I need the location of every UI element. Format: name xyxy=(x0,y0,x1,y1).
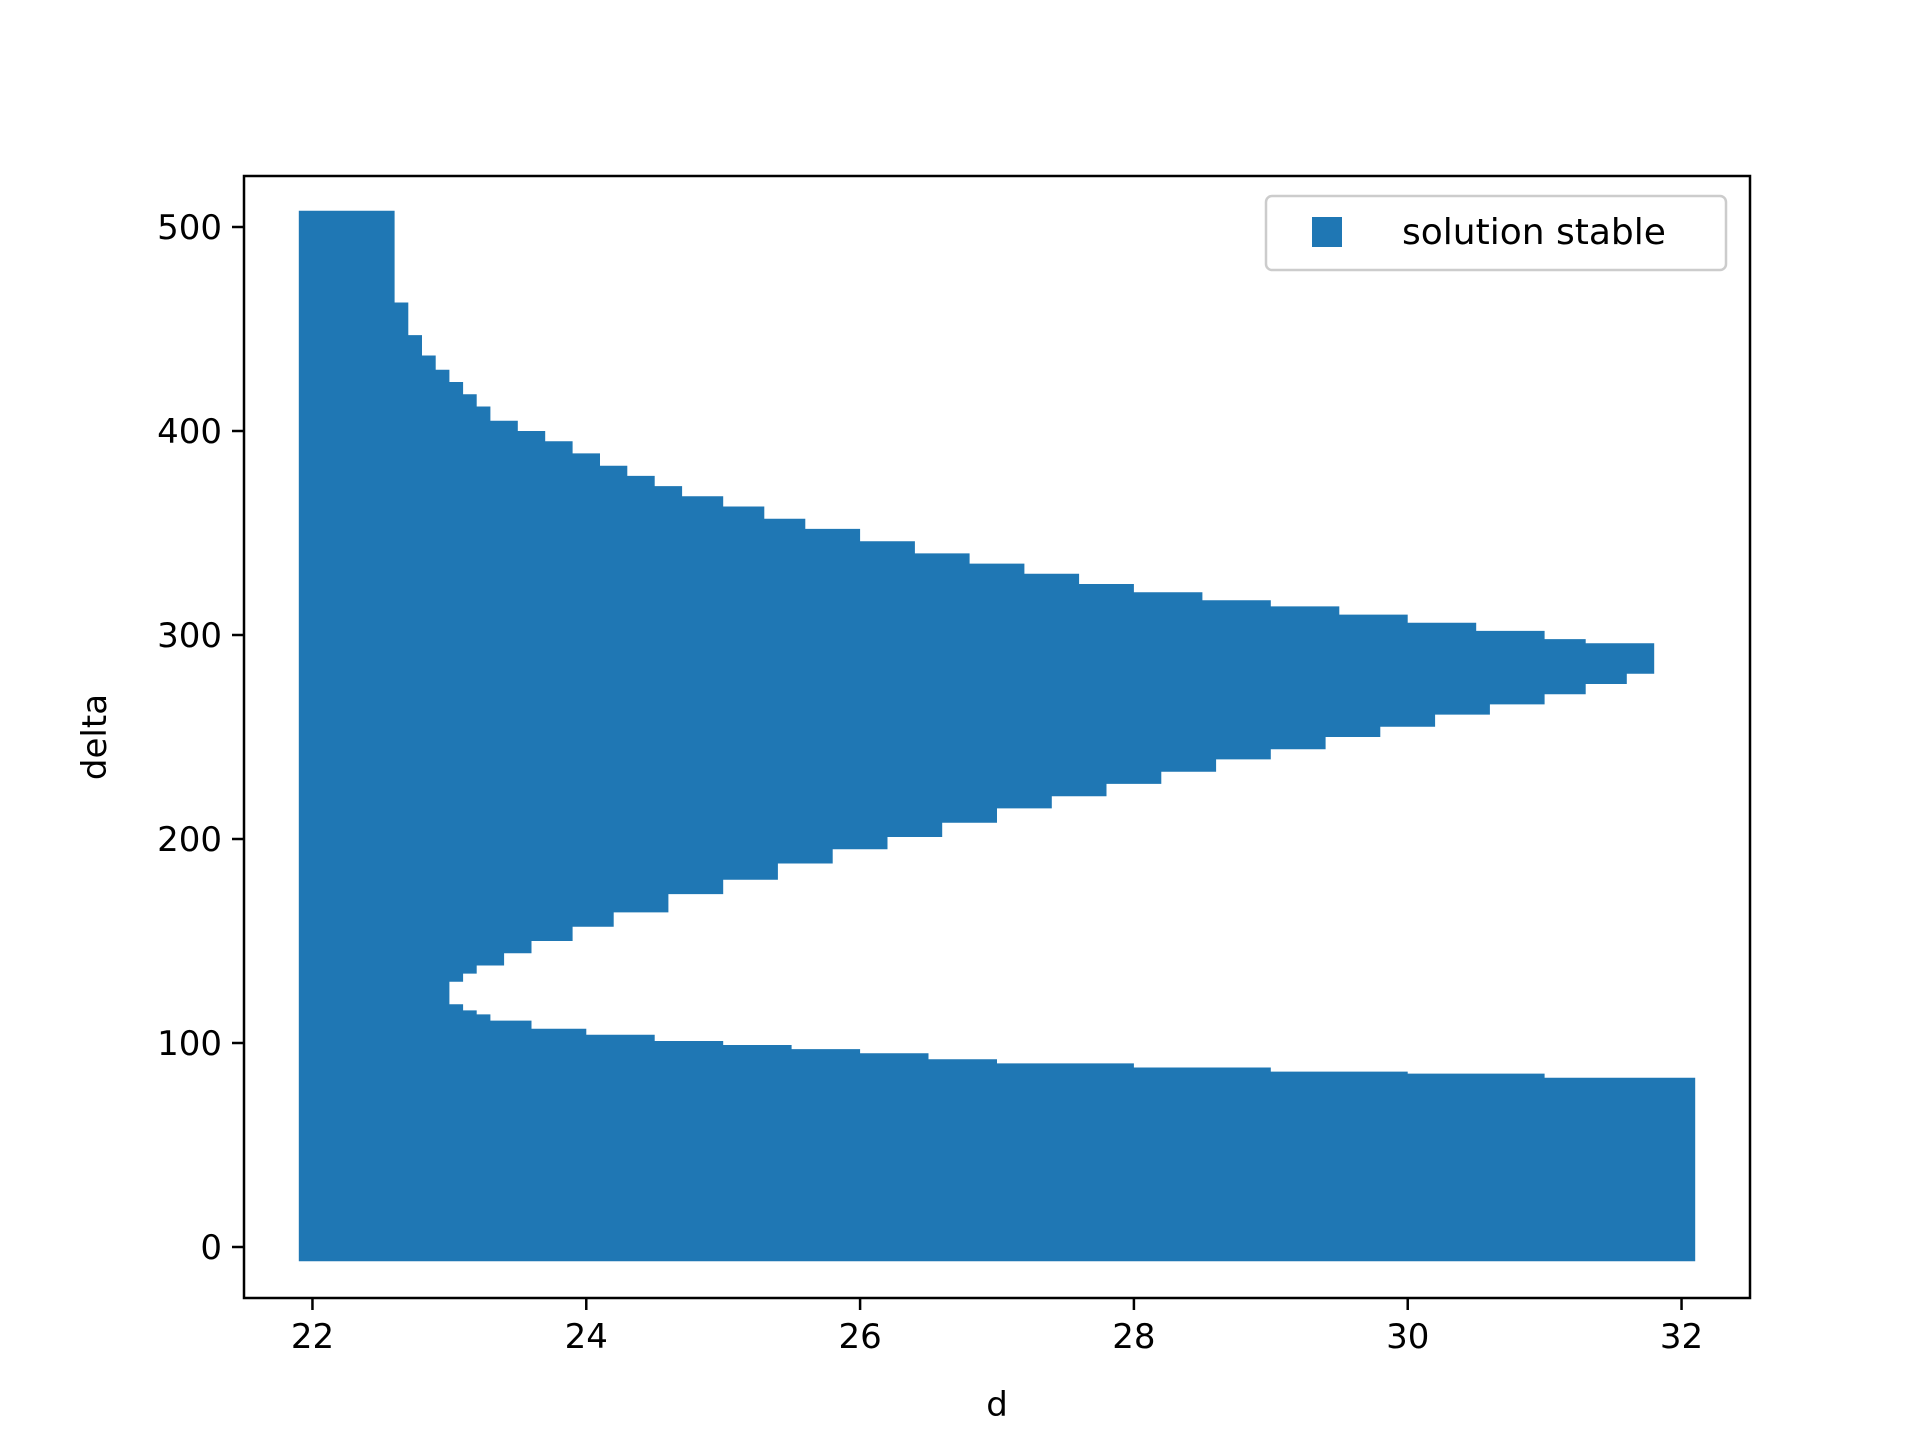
y-tick-label: 400 xyxy=(157,412,222,452)
x-tick-label: 30 xyxy=(1386,1317,1429,1357)
y-tick-label: 500 xyxy=(157,208,222,248)
legend-swatch xyxy=(1312,217,1342,247)
axes-frame xyxy=(242,174,1752,1300)
x-tick-label: 28 xyxy=(1112,1317,1155,1357)
legend-entry-label: solution stable xyxy=(1402,212,1666,253)
plot-area xyxy=(298,210,1696,1262)
axis-ticks: 22 24 26 28 30 32 0 100 200 300 400 500 xyxy=(157,208,1703,1357)
y-tick-label: 100 xyxy=(157,1024,222,1064)
x-tick-label: 22 xyxy=(291,1317,334,1357)
y-axis-label: delta xyxy=(75,694,115,780)
y-tick-label: 300 xyxy=(157,616,222,656)
x-tick-label: 26 xyxy=(838,1317,881,1357)
y-tick-label: 0 xyxy=(200,1228,222,1268)
y-tick-label: 200 xyxy=(157,820,222,860)
x-tick-label: 24 xyxy=(565,1317,608,1357)
x-axis-label: d xyxy=(986,1385,1008,1425)
legend-box xyxy=(1264,194,1728,272)
stable-region xyxy=(298,210,1696,1262)
legend: solution stable xyxy=(1264,194,1728,272)
x-tick-label: 32 xyxy=(1660,1317,1703,1357)
